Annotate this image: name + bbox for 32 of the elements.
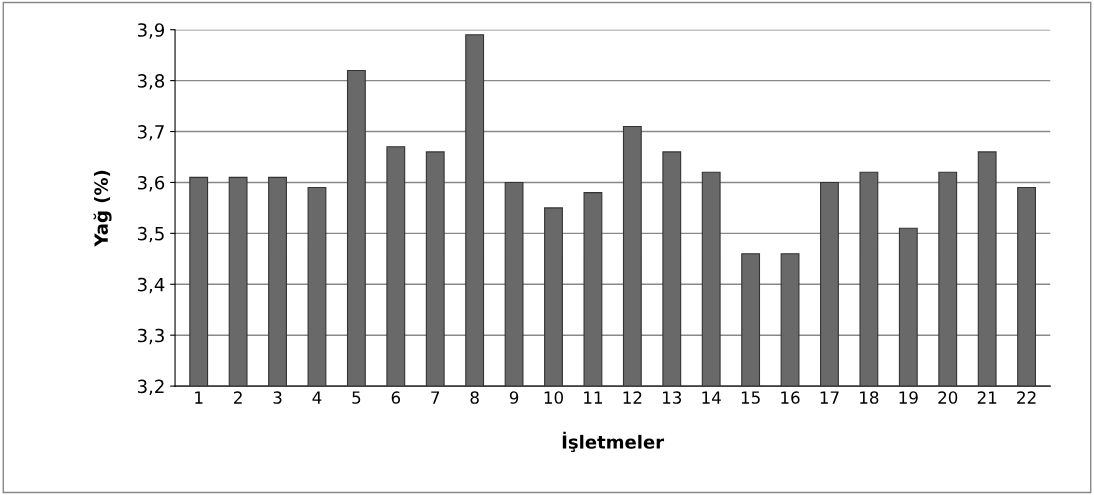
- y-tick-label: 3,4: [137, 277, 165, 294]
- x-axis-title: İşletmeler: [562, 431, 665, 453]
- x-tick-label: 12: [623, 391, 642, 404]
- x-tick-label: 21: [977, 391, 997, 404]
- x-tick-label: 8: [470, 391, 479, 404]
- x-tick-label: 7: [431, 391, 440, 404]
- y-tick-label: 3,8: [137, 74, 165, 90]
- x-tick-label: 4: [312, 391, 322, 404]
- x-tick-label: 11: [584, 391, 602, 404]
- x-tick-label: 20: [938, 391, 958, 404]
- x-tick-label: 10: [544, 391, 563, 404]
- x-tick-label: 19: [899, 391, 918, 404]
- y-tick-label: 3,5: [137, 226, 164, 243]
- y-tick-label: 3,3: [137, 328, 164, 345]
- x-tick-label: 15: [741, 391, 760, 404]
- x-tick-label: 5: [352, 391, 361, 404]
- x-tick-label: 14: [702, 391, 721, 404]
- x-tick-label: 1: [195, 391, 203, 404]
- x-tick-label: 22: [1017, 391, 1036, 404]
- y-tick-label: 3,6: [137, 175, 165, 192]
- x-tick-label: 17: [820, 391, 839, 404]
- y-tick-label: 3,2: [137, 379, 164, 396]
- y-tick-label: 3,7: [137, 124, 164, 141]
- x-tick-label: 18: [860, 391, 879, 404]
- x-tick-label: 16: [781, 391, 800, 404]
- x-tick-label: 2: [234, 391, 242, 404]
- x-tick-label: 9: [509, 391, 519, 404]
- x-tick-label: 3: [273, 391, 282, 404]
- y-tick-label: 3,9: [137, 23, 165, 39]
- x-tick-label: 6: [391, 391, 401, 404]
- x-tick-label: 13: [663, 391, 682, 404]
- y-axis-title: Yağ (%): [93, 170, 112, 247]
